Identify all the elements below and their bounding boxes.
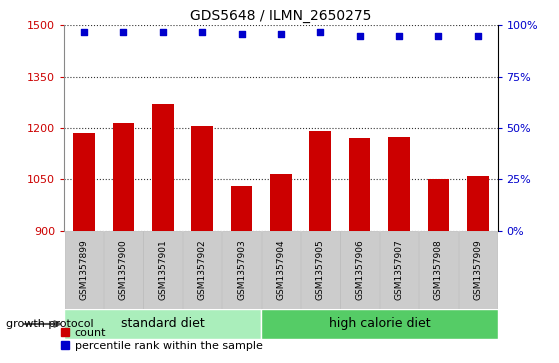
Text: GSM1357899: GSM1357899 (79, 239, 88, 300)
Text: GSM1357900: GSM1357900 (119, 239, 128, 300)
Bar (301, 231, 339, 309)
Text: GSM1357902: GSM1357902 (198, 239, 207, 300)
Text: GSM1357903: GSM1357903 (237, 239, 246, 300)
Bar (262, 231, 300, 309)
Text: GSM1357901: GSM1357901 (158, 239, 167, 300)
Text: GSM1357905: GSM1357905 (316, 239, 325, 300)
Text: GSM1357907: GSM1357907 (395, 239, 404, 300)
Bar (467, 176, 489, 231)
Bar (310, 131, 331, 231)
Text: high calorie diet: high calorie diet (329, 318, 430, 330)
Point (434, 33, 443, 38)
Text: standard diet: standard diet (121, 318, 205, 330)
Text: GSM1357906: GSM1357906 (355, 239, 364, 300)
Bar (380, 231, 418, 309)
Bar (222, 231, 261, 309)
Bar (340, 231, 379, 309)
Text: GSM1357908: GSM1357908 (434, 239, 443, 300)
Text: GSM1357909: GSM1357909 (473, 239, 482, 300)
Bar (65, 231, 103, 309)
Point (119, 29, 128, 34)
Bar (112, 123, 134, 231)
Point (198, 29, 207, 34)
Bar (144, 231, 182, 309)
Point (316, 29, 325, 34)
Point (395, 33, 404, 38)
Point (79, 29, 88, 34)
Bar (261, 309, 498, 339)
Title: GDS5648 / ILMN_2650275: GDS5648 / ILMN_2650275 (190, 9, 372, 23)
Bar (458, 231, 497, 309)
Bar (419, 231, 458, 309)
Legend: count, percentile rank within the sample: count, percentile rank within the sample (56, 323, 267, 356)
Bar (270, 174, 292, 231)
Bar (183, 231, 221, 309)
Bar (64, 309, 261, 339)
Bar (152, 104, 174, 231)
Bar (428, 179, 449, 231)
Point (158, 29, 167, 34)
Point (355, 33, 364, 38)
Bar (191, 126, 213, 231)
Bar (73, 133, 95, 231)
Point (237, 31, 246, 37)
Text: growth protocol: growth protocol (6, 319, 93, 329)
Bar (388, 136, 410, 231)
Point (473, 33, 482, 38)
Bar (349, 138, 371, 231)
Bar (104, 231, 143, 309)
Point (277, 31, 286, 37)
Bar (231, 186, 252, 231)
Text: GSM1357904: GSM1357904 (276, 239, 286, 300)
